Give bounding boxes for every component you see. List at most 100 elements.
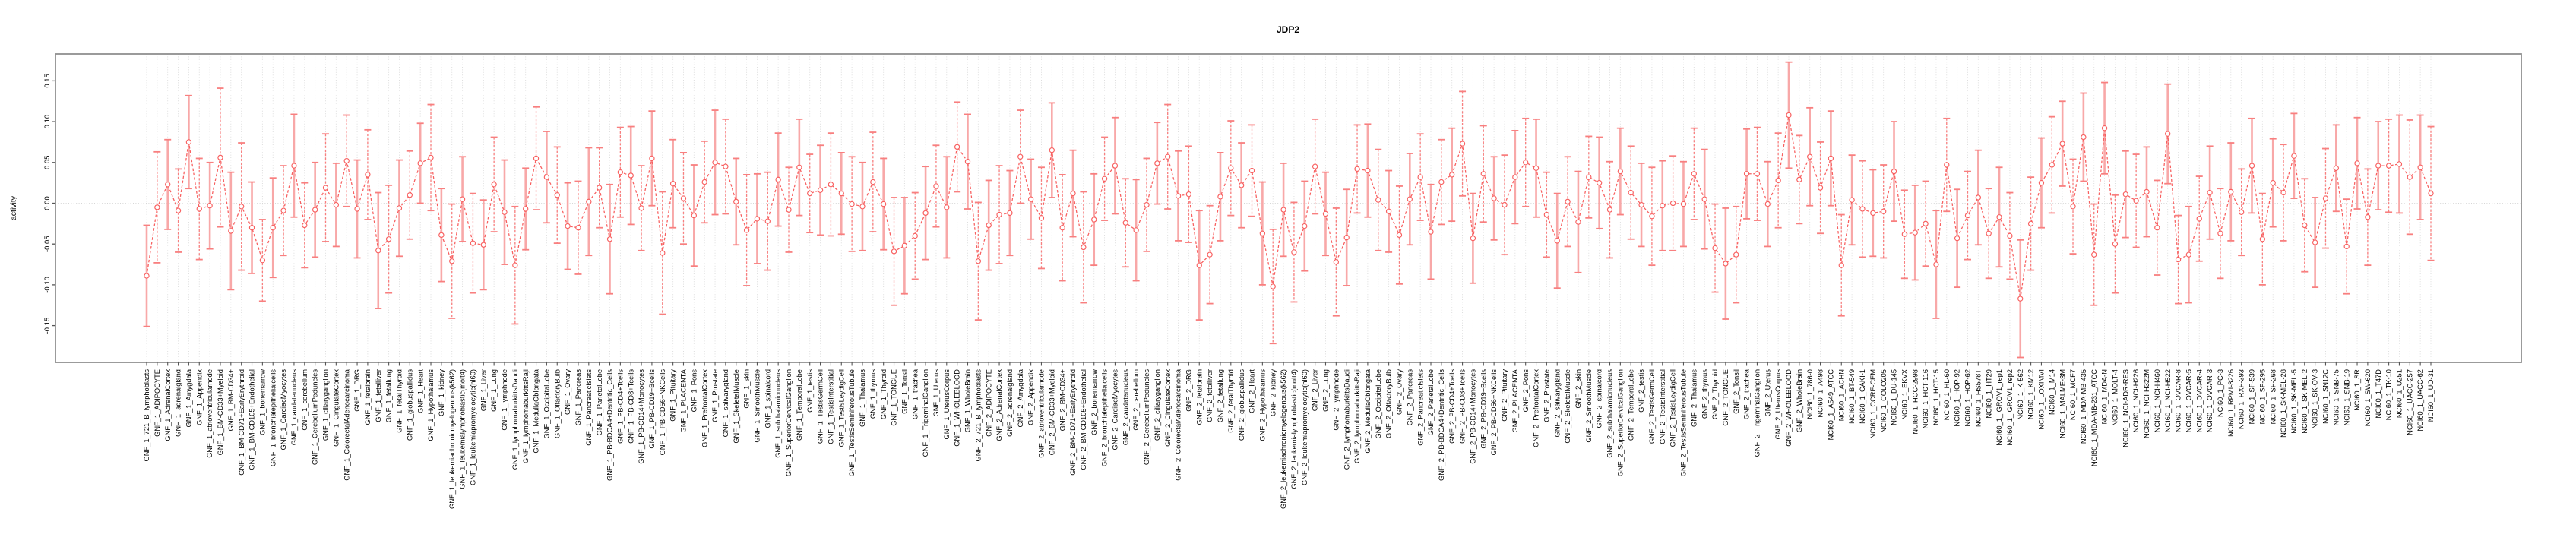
data-point — [1049, 147, 1055, 153]
data-point — [1185, 191, 1192, 198]
data-point — [1217, 194, 1223, 200]
data-point — [701, 179, 707, 185]
x-tick-label: GNF_2_fetalThyroid — [1227, 369, 1235, 433]
x-tick-label: GNF_1_caudatenucleus — [290, 369, 298, 446]
x-tick-label: GNF_1_BM-CD33+Myeloid — [217, 369, 224, 455]
data-point — [1649, 213, 1655, 220]
data-point — [996, 211, 1002, 218]
error-bar — [974, 201, 982, 321]
x-tick-label: GNF_1_TestisSeminiferousTubule — [848, 369, 856, 476]
x-tick-label: GNF_1_BM-CD105+Endothelial — [248, 369, 256, 470]
x-tick-label: GNF_2_OlfactoryBulb — [1385, 369, 1393, 438]
error-bar — [1880, 164, 1888, 259]
data-point — [828, 182, 834, 188]
data-point — [2417, 164, 2423, 170]
x-tick-label: NCI60_1_SF-268 — [2269, 369, 2277, 424]
data-point — [1701, 196, 1707, 202]
data-point — [238, 204, 245, 210]
error-bar — [1375, 148, 1382, 251]
data-point — [2228, 188, 2234, 195]
data-point — [817, 187, 824, 193]
x-tick-label: GNF_1_TrigeminalGanglion — [922, 369, 929, 457]
error-bar — [2343, 198, 2350, 295]
x-tick-label: GNF_2_Pons — [1522, 369, 1530, 413]
x-tick-label: NCI60_1_TK-10 — [2385, 369, 2393, 420]
x-tick-label: GNF_1_fetalliver — [375, 369, 382, 422]
data-point — [628, 172, 634, 179]
error-bar — [806, 153, 814, 234]
x-tick-label: GNF_1_leukemialymphoblastic(molt4) — [459, 369, 467, 489]
x-tick-label: NCI60_1_RPMI-8226 — [2227, 369, 2235, 437]
x-tick-label: GNF_2_PLACENTA — [1511, 368, 1519, 432]
data-point — [1407, 196, 1413, 202]
data-point — [1723, 261, 1729, 267]
x-tick-label: GNF_2_Ovary — [1396, 369, 1404, 415]
data-point — [1512, 174, 1518, 180]
x-tick-label: GNF_1_TestisGermCell — [817, 369, 824, 444]
x-tick-label: GNF_2_bonemarrow — [1090, 369, 1098, 435]
y-tick-label: -0.05 — [43, 236, 52, 252]
error-bar — [2238, 168, 2245, 257]
x-tick-label: NCI60_1_COLO205 — [1880, 369, 1888, 433]
error-bar — [1017, 109, 1024, 204]
x-tick-label: GNF_1_CerebellumPeduncles — [312, 369, 319, 465]
x-tick-label: NCI60_1_OVCAR-3 — [2206, 369, 2214, 432]
x-tick-label: GNF_1_Pancreas — [574, 369, 582, 426]
x-tick-label: GNF_1_spinalcord — [764, 369, 771, 428]
data-point — [786, 207, 792, 213]
data-point — [1333, 259, 1340, 265]
error-bar — [1922, 180, 1929, 267]
x-tick-label: NCI60_1_K-562 — [2017, 369, 2024, 420]
x-tick-label: NCI60_1_HCT-116 — [1922, 369, 1929, 428]
x-tick-label: GNF_2_PB-CD4+Tcells — [1448, 369, 1456, 444]
error-bar — [1543, 171, 1550, 258]
x-tick-label: NCI60_1_SK-MEL-28 — [2280, 369, 2287, 438]
data-point — [1796, 176, 1802, 183]
x-tick-label: NCI60_1_HT29 — [1985, 369, 1992, 419]
data-point — [502, 209, 508, 215]
data-point — [2196, 216, 2202, 222]
error-bar — [2069, 158, 2077, 255]
data-point — [1238, 182, 1245, 188]
x-tick-label: NCI60_1_A549_ATCC — [1828, 369, 1835, 441]
x-tick-label: GNF_2_PancreaticIslets — [1416, 369, 1424, 446]
data-point — [912, 232, 918, 239]
x-tick-label: GNF_2_TestisLeydigCell — [1669, 369, 1677, 447]
data-point — [365, 172, 371, 178]
data-point — [891, 248, 897, 255]
x-tick-label: GNF_2_MedullaOblongata — [1364, 368, 1372, 453]
data-point — [2133, 198, 2139, 204]
data-point — [1154, 160, 1160, 166]
data-point — [407, 192, 413, 198]
x-tick-label: NCI60_1_U251 — [2396, 369, 2404, 418]
x-tick-label: GNF_1_DRG — [353, 369, 361, 412]
data-point — [1901, 231, 1908, 237]
data-point — [1385, 208, 1392, 214]
x-tick-label: GNF_2_Liver — [1312, 369, 1319, 411]
x-tick-label: GNF_1_PB-CD4+Tcells — [616, 369, 624, 444]
x-tick-label: NCI60_1_SK-OV-3 — [2312, 369, 2319, 429]
x-tick-label: NCI60_1_ACHN — [1837, 369, 1845, 421]
error-bar — [785, 166, 793, 253]
data-point — [1638, 201, 1644, 208]
data-point — [375, 248, 381, 254]
data-point — [1291, 249, 1297, 255]
data-point — [2375, 163, 2381, 169]
error-bar — [1501, 154, 1508, 256]
x-tick-label: GNF_2_subthalamicnucleus — [1606, 369, 1614, 458]
x-tick-label: GNF_1_fetallung — [385, 369, 393, 422]
data-point — [2343, 243, 2350, 250]
x-tick-label: GNF_2_ciliaryganglion — [1154, 369, 1161, 441]
x-tick-label: NCI60_1_CCRF-CEM — [1869, 369, 1877, 438]
data-point — [1964, 212, 1971, 219]
data-point — [1944, 162, 1950, 168]
x-tick-label: NCI60_1_NCI-H322M — [2143, 369, 2150, 438]
error-bar — [1290, 201, 1298, 303]
data-point — [1417, 174, 1423, 180]
data-point — [764, 218, 771, 224]
data-point — [838, 190, 844, 197]
data-point — [986, 222, 992, 229]
x-tick-label: GNF_2_PB-CD56+NKCells — [1490, 369, 1498, 456]
data-point — [1923, 220, 1929, 227]
